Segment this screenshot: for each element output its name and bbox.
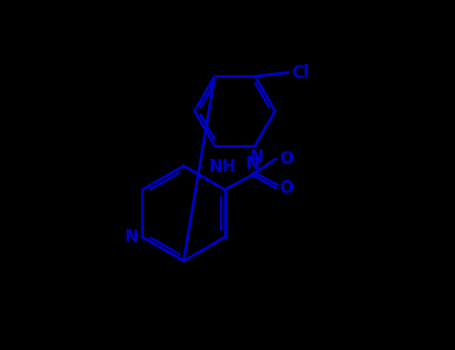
Text: Cl: Cl [291, 64, 308, 82]
Text: O: O [279, 179, 293, 197]
Text: NH: NH [208, 158, 236, 176]
Text: N: N [125, 228, 139, 246]
Text: O: O [279, 149, 293, 168]
Text: N: N [250, 148, 264, 166]
Text: N: N [245, 155, 259, 173]
